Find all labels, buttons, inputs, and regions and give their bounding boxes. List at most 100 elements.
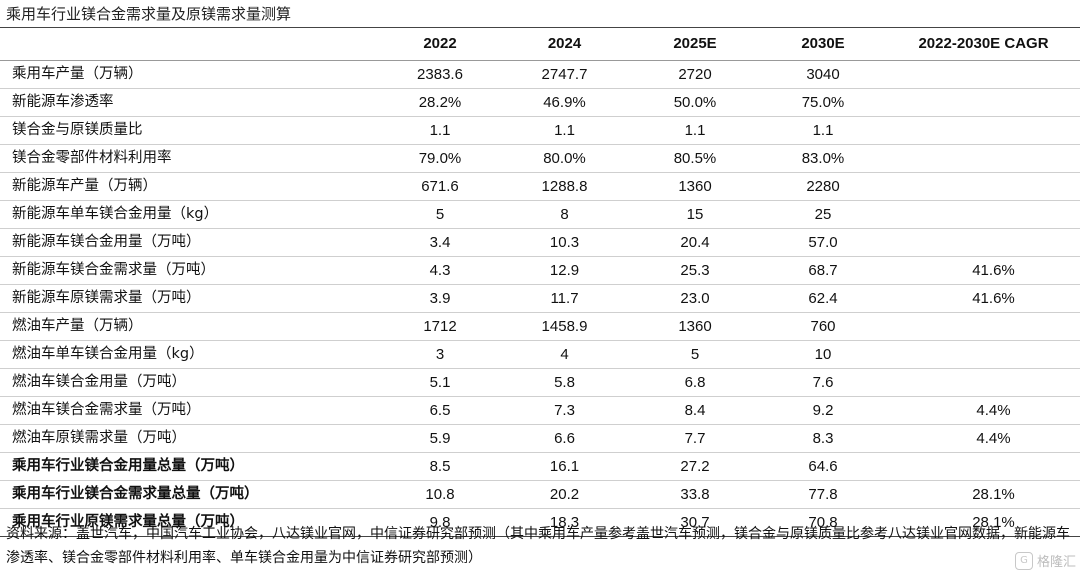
cell-2030e: 68.7 xyxy=(759,256,887,285)
cell-2025e: 30.7 xyxy=(631,508,759,537)
cell-2024: 1458.9 xyxy=(498,312,631,341)
cell-cagr xyxy=(887,368,1080,397)
cell-cagr xyxy=(887,88,1080,117)
cell-2022: 10.8 xyxy=(382,480,498,509)
cell-2025e: 50.0% xyxy=(631,88,759,117)
cell-2024: 80.0% xyxy=(498,144,631,173)
cell-2022: 28.2% xyxy=(382,88,498,117)
cell-2022: 6.5 xyxy=(382,396,498,425)
table-row: 新能源车产量（万辆） 671.6 1288.8 1360 2280 xyxy=(0,172,1080,201)
cell-2030e: 25 xyxy=(759,200,887,229)
watermark: G 格隆汇 xyxy=(1014,551,1076,570)
cell-2025e: 5 xyxy=(631,340,759,369)
cell-2022: 671.6 xyxy=(382,172,498,201)
cell-2024: 12.9 xyxy=(498,256,631,285)
table-row: 镁合金零部件材料利用率 79.0% 80.0% 80.5% 83.0% xyxy=(0,144,1080,173)
header-cell-2024: 2024 xyxy=(498,28,631,61)
table-row: 新能源车原镁需求量（万吨） 3.9 11.7 23.0 62.4 41.6% xyxy=(0,284,1080,313)
data-table: 2022 2024 2025E 2030E 2022-2030E CAGR 乘用… xyxy=(0,28,1080,537)
cell-2022: 3 xyxy=(382,340,498,369)
cell-cagr: 41.6% xyxy=(887,284,1080,313)
row-label: 乘用车行业镁合金用量总量（万吨） xyxy=(0,452,382,481)
cell-cagr xyxy=(887,200,1080,229)
cell-2030e: 75.0% xyxy=(759,88,887,117)
row-label: 新能源车产量（万辆） xyxy=(0,172,382,201)
row-label: 新能源车原镁需求量（万吨） xyxy=(0,284,382,313)
cell-cagr xyxy=(887,60,1080,89)
cell-2030e: 10 xyxy=(759,340,887,369)
cell-2025e: 27.2 xyxy=(631,452,759,481)
table-row: 燃油车产量（万辆） 1712 1458.9 1360 760 xyxy=(0,312,1080,341)
table-row: 乘用车行业镁合金用量总量（万吨） 8.5 16.1 27.2 64.6 xyxy=(0,452,1080,481)
table-row: 新能源车渗透率 28.2% 46.9% 50.0% 75.0% xyxy=(0,88,1080,117)
cell-2024: 8 xyxy=(498,200,631,229)
cell-2030e: 83.0% xyxy=(759,144,887,173)
cell-cagr: 4.4% xyxy=(887,424,1080,453)
cell-2024: 11.7 xyxy=(498,284,631,313)
header-row: 2022 2024 2025E 2030E 2022-2030E CAGR xyxy=(0,28,1080,61)
watermark-text: 格隆汇 xyxy=(1036,555,1076,570)
cell-2022: 9.8 xyxy=(382,508,498,537)
cell-cagr xyxy=(887,312,1080,341)
cell-2022: 4.3 xyxy=(382,256,498,285)
cell-2030e: 7.6 xyxy=(759,368,887,397)
cell-2024: 16.1 xyxy=(498,452,631,481)
cell-cagr: 4.4% xyxy=(887,396,1080,425)
row-label: 新能源车镁合金用量（万吨） xyxy=(0,228,382,257)
watermark-logo-icon: G xyxy=(1014,551,1033,570)
row-label: 乘用车行业镁合金需求量总量（万吨） xyxy=(0,480,382,509)
cell-cagr xyxy=(887,144,1080,173)
table-row: 镁合金与原镁质量比 1.1 1.1 1.1 1.1 xyxy=(0,116,1080,145)
cell-2022: 1712 xyxy=(382,312,498,341)
table-row: 燃油车镁合金需求量（万吨） 6.5 7.3 8.4 9.2 4.4% xyxy=(0,396,1080,425)
cell-2025e: 1.1 xyxy=(631,116,759,145)
cell-2030e: 9.2 xyxy=(759,396,887,425)
cell-2022: 5.1 xyxy=(382,368,498,397)
cell-cagr xyxy=(887,340,1080,369)
cell-2030e: 1.1 xyxy=(759,116,887,145)
cell-2025e: 6.8 xyxy=(631,368,759,397)
table-row: 乘用车行业镁合金需求量总量（万吨） 10.8 20.2 33.8 77.8 28.1% xyxy=(0,480,1080,509)
table-row: 新能源车镁合金需求量（万吨） 4.3 12.9 25.3 68.7 41.6% xyxy=(0,256,1080,285)
cell-2030e: 62.4 xyxy=(759,284,887,313)
cell-2022: 2383.6 xyxy=(382,60,498,89)
row-label: 新能源车单车镁合金用量（kg） xyxy=(0,200,382,229)
cell-cagr: 28.1% xyxy=(887,480,1080,509)
cell-2025e: 1360 xyxy=(631,312,759,341)
cell-2024: 1288.8 xyxy=(498,172,631,201)
table-row: 新能源车单车镁合金用量（kg） 5 8 15 25 xyxy=(0,200,1080,229)
cell-2024: 5.8 xyxy=(498,368,631,397)
row-label: 燃油车镁合金用量（万吨） xyxy=(0,368,382,397)
row-label: 燃油车产量（万辆） xyxy=(0,312,382,341)
cell-2025e: 33.8 xyxy=(631,480,759,509)
cell-2024: 1.1 xyxy=(498,116,631,145)
cell-2025e: 1360 xyxy=(631,172,759,201)
table-row: 乘用车产量（万辆） 2383.6 2747.7 2720 3040 xyxy=(0,60,1080,89)
cell-2025e: 80.5% xyxy=(631,144,759,173)
header-cell-2025e: 2025E xyxy=(631,28,759,61)
cell-2024: 7.3 xyxy=(498,396,631,425)
cell-2025e: 8.4 xyxy=(631,396,759,425)
table-row: 燃油车镁合金用量（万吨） 5.1 5.8 6.8 7.6 xyxy=(0,368,1080,397)
cell-2022: 1.1 xyxy=(382,116,498,145)
cell-2030e: 57.0 xyxy=(759,228,887,257)
cell-2024: 6.6 xyxy=(498,424,631,453)
top-rule xyxy=(0,27,1080,28)
header-cell-2030e: 2030E xyxy=(759,28,887,61)
row-label: 镁合金零部件材料利用率 xyxy=(0,144,382,173)
cell-cagr xyxy=(887,172,1080,201)
cell-2030e: 2280 xyxy=(759,172,887,201)
cell-2030e: 3040 xyxy=(759,60,887,89)
cell-2022: 8.5 xyxy=(382,452,498,481)
table-row: 乘用车行业原镁需求量总量（万吨） 9.8 18.3 30.7 70.8 28.1% xyxy=(0,508,1080,537)
cell-2025e: 25.3 xyxy=(631,256,759,285)
row-label: 燃油车单车镁合金用量（kg） xyxy=(0,340,382,369)
header-cell-cagr: 2022-2030E CAGR xyxy=(887,28,1080,61)
row-label: 燃油车原镁需求量（万吨） xyxy=(0,424,382,453)
cell-2025e: 7.7 xyxy=(631,424,759,453)
cell-2025e: 15 xyxy=(631,200,759,229)
cell-cagr xyxy=(887,452,1080,481)
cell-2022: 5.9 xyxy=(382,424,498,453)
cell-2024: 20.2 xyxy=(498,480,631,509)
cell-cagr: 41.6% xyxy=(887,256,1080,285)
